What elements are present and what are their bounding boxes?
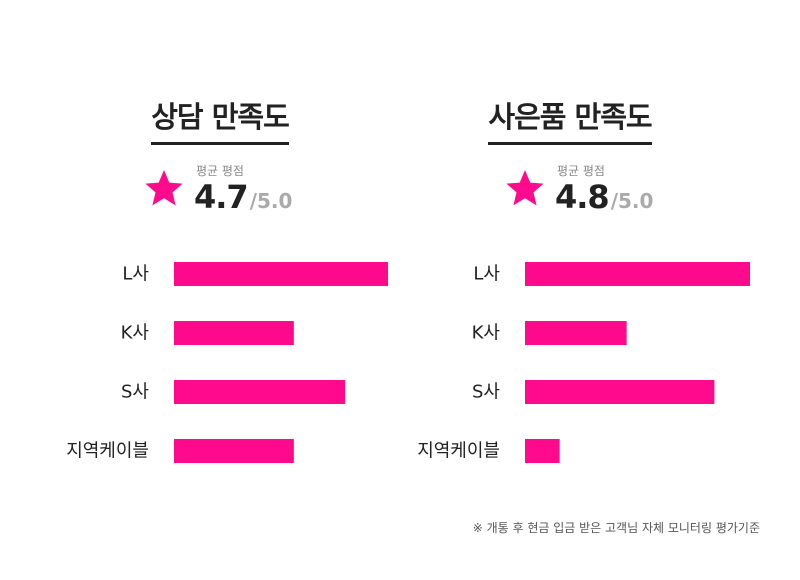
star-icon — [506, 170, 544, 206]
score-main: 4.8 — [555, 178, 610, 216]
bar — [525, 321, 627, 345]
score-value: 4.8/5.0 — [555, 178, 653, 216]
category-label: K사 — [121, 323, 150, 344]
panel-title: 사은품 만족도 — [390, 94, 750, 145]
category-label: S사 — [121, 382, 149, 403]
bar — [525, 439, 560, 463]
category-label: 지역케이블 — [417, 441, 500, 462]
category-label: K사 — [472, 323, 501, 344]
category-label: 지역케이블 — [66, 441, 149, 462]
panel-title-text: 사은품 만족도 — [488, 94, 653, 145]
star-icon — [145, 170, 183, 206]
bar — [174, 439, 294, 463]
score-value: 4.7/5.0 — [194, 178, 292, 216]
footnote: ※ 개통 후 현금 입금 받은 고객님 자체 모니터링 평가기준 — [472, 521, 760, 535]
panel-title-text: 상담 만족도 — [151, 94, 290, 145]
score-main: 4.7 — [194, 178, 249, 216]
bar — [525, 262, 750, 286]
score-label: 평균 평점 — [196, 164, 244, 178]
bar — [174, 321, 294, 345]
category-label: L사 — [122, 264, 149, 285]
score-max: /5.0 — [249, 189, 293, 213]
bar — [174, 262, 388, 286]
category-label: S사 — [472, 382, 500, 403]
score-max: /5.0 — [610, 189, 654, 213]
bar — [174, 380, 346, 404]
score-label: 평균 평점 — [557, 164, 605, 178]
panel-title: 상담 만족도 — [40, 94, 400, 145]
bar — [525, 380, 715, 404]
category-label: L사 — [473, 264, 500, 285]
